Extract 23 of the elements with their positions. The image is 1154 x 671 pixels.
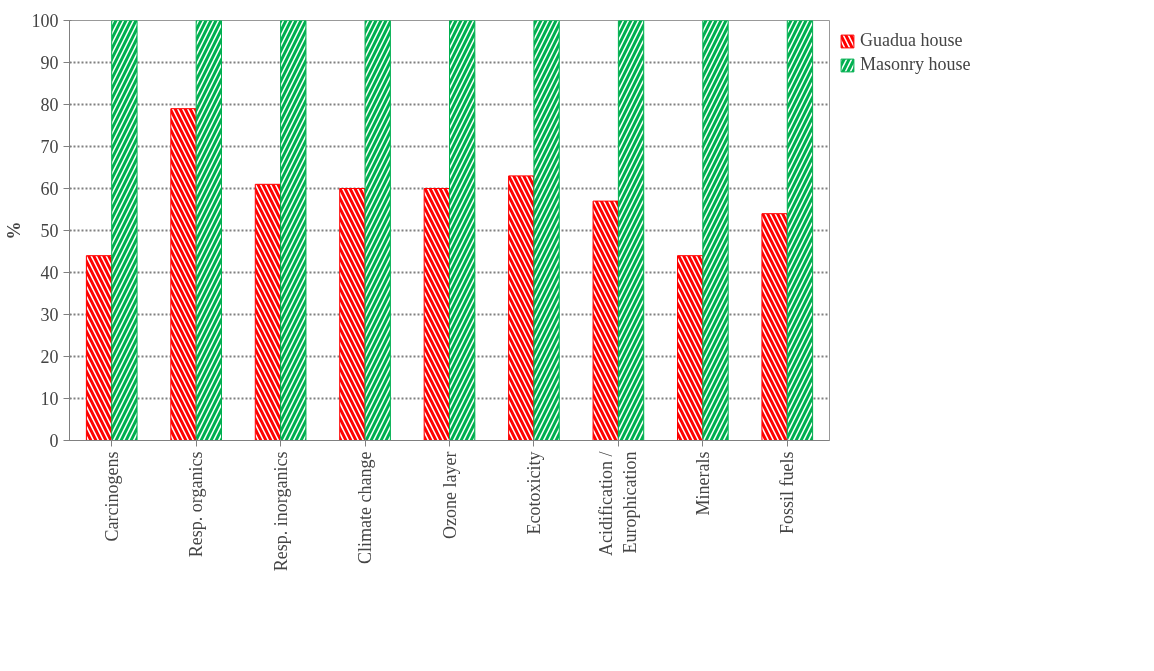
- y-tick-label: 0: [49, 431, 59, 451]
- y-tick-label: 100: [31, 11, 59, 31]
- y-tick-label: 40: [40, 263, 59, 283]
- x-tick-label: Ozone layer: [439, 451, 460, 539]
- legend-label: Guadua house: [860, 30, 963, 51]
- y-axis-title: %: [3, 221, 24, 240]
- legend-label: Masonry house: [860, 54, 971, 75]
- y-tick-label: 30: [40, 305, 59, 325]
- y-tick-label: 70: [40, 137, 59, 157]
- x-tick-label: Resp. inorganics: [270, 451, 291, 572]
- y-tick-label: 50: [40, 221, 59, 241]
- x-tick-label: Minerals: [692, 451, 713, 516]
- x-tick-label: Carcinogens: [101, 451, 122, 542]
- x-tick-label: Resp. organics: [186, 451, 207, 558]
- y-tick-label: 60: [40, 179, 59, 199]
- y-tick-label: 90: [40, 53, 59, 73]
- y-tick-label: 20: [40, 347, 59, 367]
- x-tick-label: Acidification / Europhication: [596, 451, 641, 556]
- x-tick-label: Fossil fuels: [777, 451, 798, 535]
- x-tick-label: Ecotoxicity: [523, 451, 544, 535]
- y-tick-label: 80: [40, 95, 59, 115]
- x-tick-label: Climate change: [355, 451, 376, 564]
- y-tick-label: 10: [40, 389, 59, 409]
